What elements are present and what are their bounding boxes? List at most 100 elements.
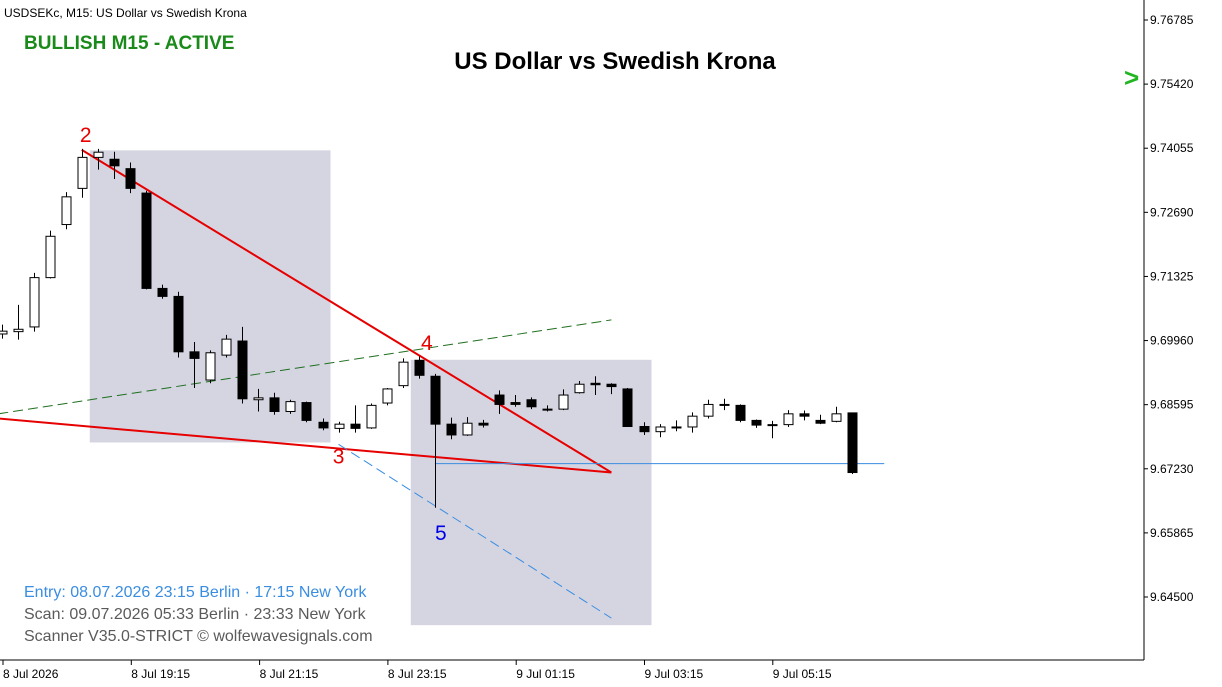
candle-51: [799, 410, 810, 421]
candle-10: [141, 190, 152, 290]
candle-body: [735, 404, 746, 421]
candle-1: [0, 324, 8, 339]
scan-info: Scan: 09.07.2026 05:33 Berlin · 23:33 Ne…: [24, 606, 367, 623]
candle-5: [61, 192, 72, 230]
y-axis: 9.76785 9.75420 9.74055 9.72690 9.71325 9.699…: [1144, 13, 1194, 604]
candle-body: [125, 168, 136, 189]
candle-23: [350, 405, 361, 433]
wave-line-1: [81, 149, 612, 474]
y-tick-label: 9.68595: [1150, 398, 1194, 412]
candle-body: [558, 394, 569, 410]
candle-body: [574, 383, 585, 394]
candle-45: [703, 399, 714, 419]
candle-body: [847, 412, 858, 474]
candle-body: [526, 399, 537, 408]
wave-label-4: 4: [421, 332, 433, 355]
candle-32: [494, 390, 505, 414]
x-tick-label: 8 Jul 2026: [3, 667, 59, 681]
candle-body: [446, 423, 457, 436]
candle-body: [815, 419, 826, 424]
candle-44: [687, 412, 698, 433]
candle-14: [205, 350, 216, 384]
y-tick-label: 9.75420: [1150, 77, 1194, 91]
candle-body: [639, 426, 650, 433]
candle-49: [767, 420, 778, 439]
candle-body: [462, 422, 473, 436]
candle-body: [687, 415, 698, 428]
candle-body: [542, 408, 553, 411]
wave-lines: [0, 149, 885, 619]
candle-body: [269, 397, 280, 412]
candle-27: [414, 356, 425, 379]
candle-body: [366, 404, 377, 429]
candle-31: [478, 419, 489, 428]
wave-line-4: [338, 443, 612, 619]
price-marker-chevron-icon: >: [1124, 63, 1139, 93]
candle-35: [542, 405, 553, 412]
candle-7: [93, 148, 104, 170]
candle-40: [622, 387, 633, 428]
wave-label-2: 2: [80, 124, 92, 147]
wave-label-3: 3: [333, 445, 345, 468]
candle-body: [494, 394, 505, 405]
candle-body: [93, 151, 104, 158]
candle-body: [221, 338, 232, 356]
candle-20: [301, 401, 312, 423]
candle-28: [430, 373, 441, 508]
x-tick-label: 9 Jul 03:15: [645, 667, 704, 681]
x-axis: 8 Jul 2026 8 Jul 19:15 8 Jul 21:15 8 Jul 23…: [2, 660, 832, 681]
x-tick-label: 8 Jul 19:15: [131, 667, 190, 681]
candle-18: [269, 392, 280, 415]
candle-21: [318, 418, 329, 431]
entry-info: Entry: 08.07.2026 23:15 Berlin · 17:15 N…: [24, 584, 367, 601]
candle-30: [462, 417, 473, 436]
candle-37: [574, 380, 585, 394]
candle-body: [622, 388, 633, 428]
x-tick-label: 8 Jul 23:15: [388, 667, 447, 681]
symbol-header: USDSEKc, M15: US Dollar vs Swedish Krona: [4, 6, 247, 20]
candle-33: [510, 395, 521, 407]
pattern-zones: [89, 150, 652, 626]
candle-body: [606, 383, 617, 388]
candle-34: [526, 397, 537, 410]
candle-48: [751, 419, 762, 428]
candle-8: [109, 151, 120, 179]
candle-body: [109, 158, 120, 167]
candle-body: [382, 388, 393, 404]
candle-body: [157, 287, 168, 297]
candle-body: [285, 401, 296, 412]
candle-3: [29, 272, 40, 332]
candle-body: [655, 426, 666, 433]
y-tick-label: 9.76785: [1150, 13, 1194, 27]
candle-body: [77, 156, 88, 189]
candle-39: [606, 383, 617, 395]
candle-body: [45, 235, 56, 279]
y-tick-label: 9.72690: [1150, 205, 1194, 219]
candle-body: [61, 196, 72, 226]
candle-body: [719, 403, 730, 406]
candle-body: [237, 340, 248, 400]
wave-label-5: 5: [435, 522, 447, 545]
candle-50: [783, 410, 794, 427]
wave-line-3: [0, 319, 612, 415]
candle-6: [77, 148, 88, 198]
candle-41: [639, 422, 650, 435]
x-tick-label: 8 Jul 21:15: [260, 667, 319, 681]
wave-labels: 2 3 4 5: [80, 124, 447, 545]
candle-body: [13, 328, 24, 333]
candle-36: [558, 389, 569, 411]
candle-body: [831, 413, 842, 422]
candle-17: [253, 388, 264, 412]
candle-19: [285, 399, 296, 414]
candle-9: [125, 162, 136, 194]
candle-26: [398, 358, 409, 388]
x-tick-label: 9 Jul 01:15: [516, 667, 575, 681]
candle-46: [719, 398, 730, 411]
candles: [0, 148, 858, 508]
candle-body: [141, 192, 152, 289]
candle-body: [253, 397, 264, 401]
candle-body: [783, 413, 794, 426]
candle-body: [590, 382, 601, 386]
candle-43: [671, 420, 682, 432]
